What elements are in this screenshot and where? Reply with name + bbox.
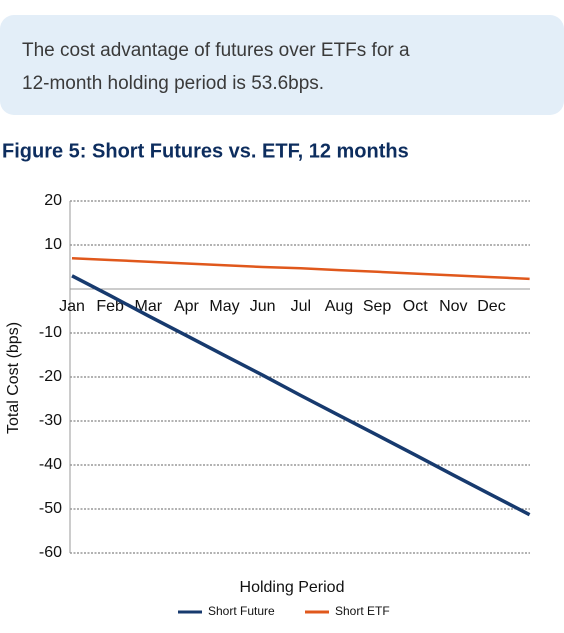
x-tick-label: Jun [250,298,276,315]
legend-label: Short Future [208,604,275,618]
y-tick-label: -20 [39,368,62,385]
x-tick-label: May [209,298,239,315]
x-tick-label: Jul [291,298,311,315]
callout-line: The cost advantage of futures over ETFs … [22,40,410,61]
x-tick-label: Feb [96,298,124,315]
chart-title: Figure 5: Short Futures vs. ETF, 12 mont… [2,140,409,162]
x-tick-label: Apr [174,298,200,315]
legend-label: Short ETF [335,604,390,618]
series-line [71,256,530,281]
callout-line: 12-month holding period is 53.6bps. [22,73,325,94]
callout: The cost advantage of futures over ETFs … [0,15,564,115]
y-tick-label: -60 [39,544,62,561]
x-tick-label: Nov [439,298,467,315]
x-tick-label: Dec [477,298,505,315]
y-tick-label: -30 [39,412,62,429]
y-tick-label: 20 [44,192,62,209]
x-axis-label: Holding Period [240,579,345,596]
y-tick-label: -10 [39,324,62,341]
y-tick-label: -50 [39,500,62,517]
x-tick-label: Jan [59,298,85,315]
series-line [71,274,531,517]
y-tick-label: 10 [44,236,62,253]
y-axis-label: Total Cost (bps) [5,322,22,434]
x-tick-label: Aug [325,298,353,315]
y-tick-label: -40 [39,456,62,473]
x-tick-label: Sep [363,298,392,315]
x-tick-label: Oct [403,298,428,315]
